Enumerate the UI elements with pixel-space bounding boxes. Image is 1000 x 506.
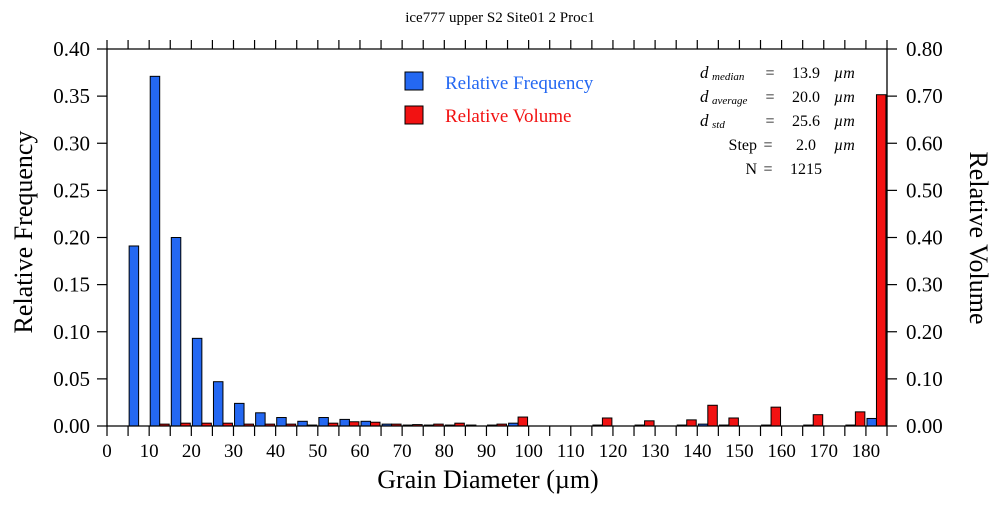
x-tick-label: 30 [224, 441, 243, 462]
stat-label: d [700, 63, 709, 82]
y-axis-label: Relative Frequency [9, 131, 38, 334]
volume-bar [517, 416, 529, 427]
y-tick-label: 0.15 [53, 273, 90, 297]
x-tick-label: 160 [767, 441, 796, 462]
stat-equals: = [765, 89, 774, 106]
x-tick-label: 180 [852, 441, 881, 462]
legend-label-volume: Relative Volume [445, 106, 571, 127]
volume-bar [812, 414, 824, 427]
frequency-bar [276, 417, 287, 427]
frequency-bar [297, 420, 308, 427]
frequency-bar [212, 381, 224, 427]
y2-tick-label: 0.40 [906, 226, 943, 250]
y-tick-label: 0.05 [53, 367, 90, 391]
volume-bar [728, 417, 739, 427]
x-tick-label: 100 [514, 441, 543, 462]
legend-label-frequency: Relative Frequency [445, 73, 594, 94]
y-tick-label: 0.10 [53, 320, 90, 344]
x-tick-label: 70 [393, 441, 412, 462]
frequency-bar [339, 418, 350, 427]
y-tick-label: 0.25 [53, 178, 90, 202]
x-tick-label: 10 [140, 441, 159, 462]
stat-subscript: average [712, 95, 748, 107]
x-tick-label: 50 [308, 441, 327, 462]
volume-bar [644, 420, 655, 427]
stat-subscript: std [712, 119, 725, 131]
x-axis-label: Grain Diameter (µm) [377, 465, 598, 494]
stat-equals: = [763, 161, 772, 178]
frequency-bar [866, 417, 877, 427]
x-tick-label: 120 [599, 441, 628, 462]
volume-bar [707, 404, 718, 427]
x-tick-label: 110 [557, 441, 585, 462]
volume-bar [601, 417, 613, 427]
frequency-bar [360, 420, 372, 427]
y2-tick-label: 0.00 [906, 414, 943, 438]
frequency-bar [255, 412, 266, 427]
x-tick-label: 60 [350, 441, 369, 462]
stat-subscript: median [712, 71, 745, 83]
y2-tick-label: 0.50 [906, 178, 943, 202]
x-tick-label: 130 [641, 441, 670, 462]
stat-value: 1215 [790, 161, 822, 178]
stat-value: 2.0 [796, 137, 816, 154]
y2-tick-label: 0.80 [906, 37, 943, 61]
legend-swatch-volume [404, 105, 424, 125]
stat-label: N [745, 161, 757, 178]
volume-bar [686, 419, 697, 427]
stat-label: d [700, 87, 709, 106]
chart-title: ice777 upper S2 Site01 2 Proc1 [405, 10, 595, 26]
x-tick-label: 80 [435, 441, 454, 462]
stat-value: 20.0 [792, 89, 820, 106]
stat-equals: = [765, 113, 774, 130]
frequency-bar [170, 237, 182, 427]
y2-tick-label: 0.20 [906, 320, 943, 344]
x-tick-label: 170 [810, 441, 839, 462]
y2-tick-label: 0.60 [906, 131, 943, 155]
stat-label: Step [729, 137, 757, 154]
x-tick-label: 90 [477, 441, 496, 462]
x-tick-label: 150 [725, 441, 754, 462]
stats-box: d median = 13.9 µmd average = 20.0 µmd std = 25.6 µm… [700, 63, 855, 178]
volume-bar [875, 94, 887, 427]
y2-tick-label: 0.10 [906, 367, 943, 391]
frequency-bar [128, 245, 140, 427]
stat-value: 13.9 [792, 65, 820, 82]
legend-swatch-frequency [404, 71, 424, 91]
frequency-bar [149, 75, 161, 427]
stat-unit: µm [834, 89, 855, 106]
x-tick-label: 40 [266, 441, 285, 462]
stat-value: 25.6 [792, 113, 820, 130]
y2-tick-label: 0.70 [906, 84, 943, 108]
y-tick-label: 0.00 [53, 414, 90, 438]
y-tick-label: 0.40 [53, 37, 90, 61]
frequency-bar [191, 337, 203, 427]
y-tick-label: 0.20 [53, 226, 90, 250]
stat-unit: µm [834, 113, 855, 130]
x-tick-label: 140 [683, 441, 712, 462]
volume-bar [770, 406, 782, 427]
y2-axis-label: Relative Volume [964, 151, 993, 324]
x-tick-label: 0 [102, 441, 112, 462]
volume-bar [854, 411, 866, 427]
y2-tick-label: 0.30 [906, 273, 943, 297]
stat-equals: = [763, 137, 772, 154]
frequency-bar [234, 402, 245, 427]
y-tick-label: 0.35 [53, 84, 90, 108]
x-tick-label: 20 [182, 441, 201, 462]
frequency-bar [318, 417, 329, 427]
y-tick-label: 0.30 [53, 131, 90, 155]
stat-unit: µm [834, 65, 855, 82]
legend: Relative Frequency Relative Volume [404, 71, 594, 127]
stat-label: d [700, 111, 709, 130]
stat-equals: = [765, 65, 774, 82]
stat-unit: µm [834, 137, 855, 154]
